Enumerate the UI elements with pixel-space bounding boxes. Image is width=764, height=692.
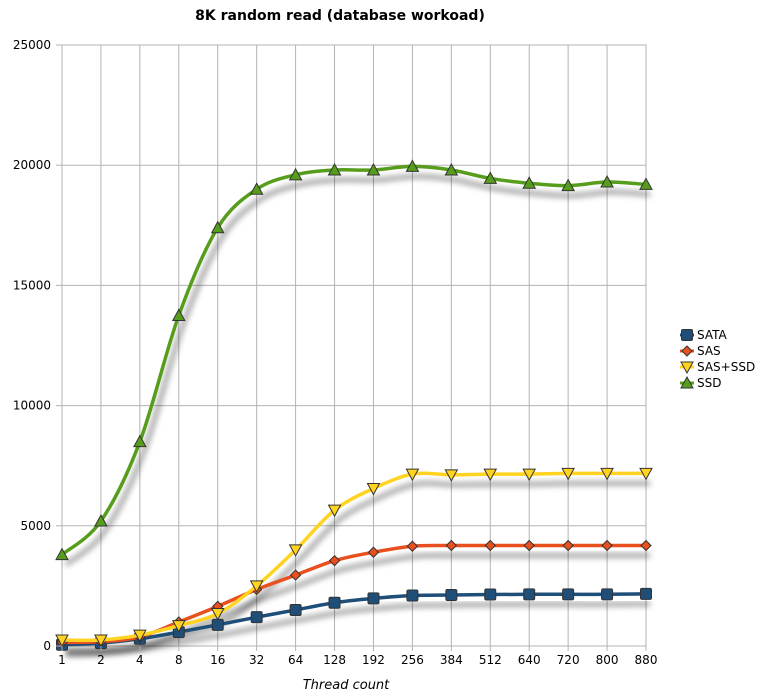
series-shadow-sata (65, 601, 651, 658)
data-point-sas-ssd (639, 467, 653, 481)
data-point-sas-ssd (171, 620, 186, 633)
data-point-sata (367, 592, 380, 605)
x-tick-label: 4 (136, 653, 144, 667)
legend-label-ssd: SSD (697, 376, 721, 390)
data-point-sata (601, 588, 614, 601)
data-point-sas-ssd (55, 634, 69, 648)
y-tick-label: 20000 (13, 158, 51, 172)
x-tick-label: 2 (97, 653, 105, 667)
data-point-sas (523, 539, 535, 552)
data-point-sata (211, 618, 224, 631)
y-tick-label: 25000 (13, 38, 51, 52)
x-tick-label: 128 (323, 653, 346, 667)
series-shadows (64, 173, 651, 658)
data-point-sas (406, 540, 419, 552)
data-point-ssd (133, 434, 147, 448)
data-point-ssd (561, 178, 575, 192)
data-point-ssd (639, 177, 653, 190)
data-point-sata (250, 611, 263, 624)
legend-label-sas-ssd: SAS+SSD (697, 360, 755, 374)
data-point-sas-ssd (249, 580, 264, 593)
data-point-ssd (405, 159, 420, 172)
x-tick-label: 8 (175, 653, 183, 667)
x-tick-label: 256 (401, 653, 424, 667)
x-tick-label: 880 (635, 653, 658, 667)
legend-marker-sas-ssd (680, 361, 694, 375)
data-point-ssd (327, 162, 342, 176)
legend: SATA SAS SAS+SSD SSD (680, 328, 755, 390)
x-tick-label: 800 (596, 653, 619, 667)
x-tick-label: 640 (518, 653, 541, 667)
data-point-sata (406, 589, 419, 602)
series-shadow-sas-ssd (65, 480, 650, 653)
data-point-ssd (55, 547, 69, 561)
chart-title: 8K random read (database workoad) (195, 8, 485, 24)
series-line-sata (61, 592, 647, 647)
y-tick-label: 10000 (13, 399, 51, 413)
series-shadow-ssd (64, 173, 651, 567)
data-point-sata (523, 588, 536, 601)
x-tick-label: 192 (362, 653, 385, 667)
x-tick-label: 1 (58, 653, 66, 667)
data-point-sas-ssd (327, 504, 342, 518)
data-point-sas (640, 539, 652, 552)
data-point-ssd (94, 513, 108, 527)
data-point-ssd (600, 174, 614, 188)
legend-marker-sas (681, 345, 693, 357)
data-point-sata (445, 589, 458, 602)
series-line-sas-ssd (61, 471, 646, 643)
y-tick-label: 0 (43, 639, 51, 653)
legend-marker-ssd (680, 375, 694, 389)
x-tick-label: 16 (210, 653, 225, 667)
y-tick-label: 5000 (20, 519, 51, 533)
data-point-ssd (483, 171, 498, 184)
data-point-sas (328, 554, 341, 567)
data-point-sas (445, 539, 458, 552)
legend-label-sata: SATA (697, 328, 728, 342)
data-point-sata (562, 588, 575, 601)
data-point-sas-ssd (94, 634, 108, 648)
data-point-sas-ssd (561, 467, 575, 481)
data-point-sas-ssd (210, 608, 225, 621)
data-point-sas-ssd (133, 629, 147, 643)
data-point-sas-ssd (366, 483, 381, 496)
data-point-sas (484, 539, 496, 552)
x-tick-label: 720 (557, 653, 580, 667)
x-tick-label: 32 (249, 653, 264, 667)
axes: 0 5000 10000 15000 20000 25000 1 2 4 8 16 32 64 128 19… (13, 38, 658, 667)
data-point-ssd (444, 162, 459, 176)
data-point-ssd (249, 182, 264, 195)
data-point-ssd (522, 176, 537, 189)
data-point-sas-ssd (405, 468, 420, 482)
x-tick-label: 384 (440, 653, 463, 667)
data-point-ssd (288, 167, 303, 181)
data-point-sata (484, 588, 497, 601)
data-point-sas (289, 569, 302, 581)
data-point-sas-ssd (522, 468, 537, 482)
data-point-sas-ssd (288, 544, 303, 557)
x-tick-label: 512 (479, 653, 502, 667)
legend-marker-sata (681, 329, 693, 341)
x-tick-label: 64 (288, 653, 303, 667)
data-point-ssd (171, 308, 186, 321)
data-point-sas-ssd (600, 467, 614, 481)
data-point-sas (601, 539, 613, 552)
data-point-sata (289, 603, 302, 616)
data-point-sata (640, 587, 652, 600)
series-layer (55, 159, 653, 651)
data-point-ssd (366, 162, 381, 176)
data-point-sata (328, 596, 341, 609)
legend-label-sas: SAS (697, 344, 721, 358)
y-tick-label: 15000 (13, 278, 51, 292)
data-point-ssd (210, 220, 225, 234)
x-axis-label: Thread count (303, 678, 390, 692)
data-point-sas (562, 539, 574, 552)
data-point-sas-ssd (483, 468, 498, 482)
data-point-sas (367, 546, 380, 558)
data-point-sas-ssd (444, 469, 459, 482)
